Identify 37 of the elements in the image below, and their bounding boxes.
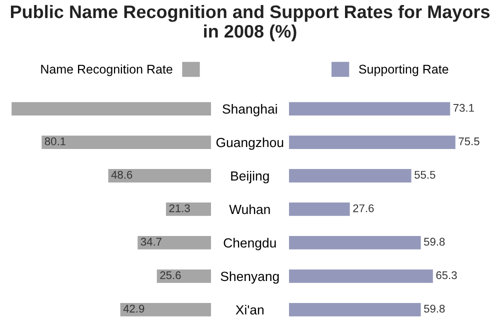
data-label: 65.3 [436,271,457,280]
data-label: 73.1 [453,104,474,112]
bar [42,136,211,149]
bar [289,236,421,250]
bar [156,269,211,283]
y-tick-label: Beijing [231,170,269,184]
bar [289,136,456,149]
bar [289,202,350,216]
y-tick-label: Shanghai [222,104,277,116]
data-label: 48.6 [111,170,132,179]
data-label: 42.9 [123,304,144,313]
bar [166,202,211,216]
legend-label: Name Recognition Rate [41,64,172,76]
legend-label: Supporting Rate [359,64,448,76]
data-label: 21.3 [169,204,190,212]
bar [289,169,412,182]
y-tick-label: Shenyang [220,271,279,284]
data-label: 59.8 [424,238,445,246]
bar [289,269,433,283]
bar [120,302,211,316]
y-tick-label: Guangzhou [216,137,284,150]
data-label: 25.6 [160,271,181,280]
data-label: 27.6 [353,204,374,212]
bar [289,302,421,316]
bar [138,236,211,250]
bar [108,169,211,182]
bar [12,102,211,116]
bar [289,102,450,116]
text: Public Name Recognition and Support Rates for Mayors in 2008 (%) [10,4,490,42]
y-tick-label: Wuhan [229,204,270,214]
data-label: 80.1 [44,137,66,146]
data-label: 55.5 [414,170,436,179]
data-label: 34.7 [140,238,162,246]
data-label: 59.8 [424,304,445,313]
y-tick-label: Xi'an [236,304,264,315]
data-label: 75.5 [458,138,480,146]
y-tick-label: Chengdu [224,238,276,250]
